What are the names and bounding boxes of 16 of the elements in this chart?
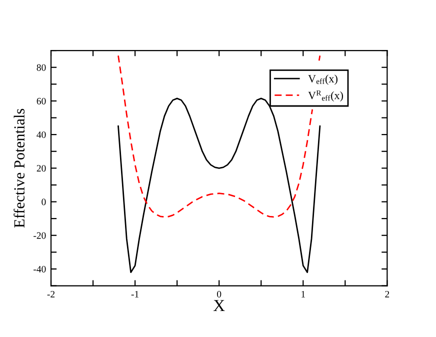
y-tick-label: -40 xyxy=(34,266,46,272)
x-tick-label: 2 xyxy=(385,290,390,298)
y-tick-label: -20 xyxy=(34,232,46,239)
x-tick-label: -1 xyxy=(131,290,139,298)
x-tick-label: 1 xyxy=(302,290,305,298)
x-axis-title: X xyxy=(213,300,225,312)
legend-label: V$^{R}$$_{eff}$(x) xyxy=(308,90,343,102)
x-tick-label: 0 xyxy=(217,290,222,298)
y-tick-label: 20 xyxy=(36,165,46,172)
y-tick-label: 60 xyxy=(36,98,46,104)
y-axis-title: Effective Potentials xyxy=(14,108,25,228)
x-tick-label: -2 xyxy=(47,290,55,298)
y-tick-label: 0 xyxy=(42,198,46,206)
y-tick-label: 40 xyxy=(36,131,46,138)
y-tick-label: 80 xyxy=(36,64,46,71)
legend-label: V$_{eff}$(x) xyxy=(308,74,338,85)
